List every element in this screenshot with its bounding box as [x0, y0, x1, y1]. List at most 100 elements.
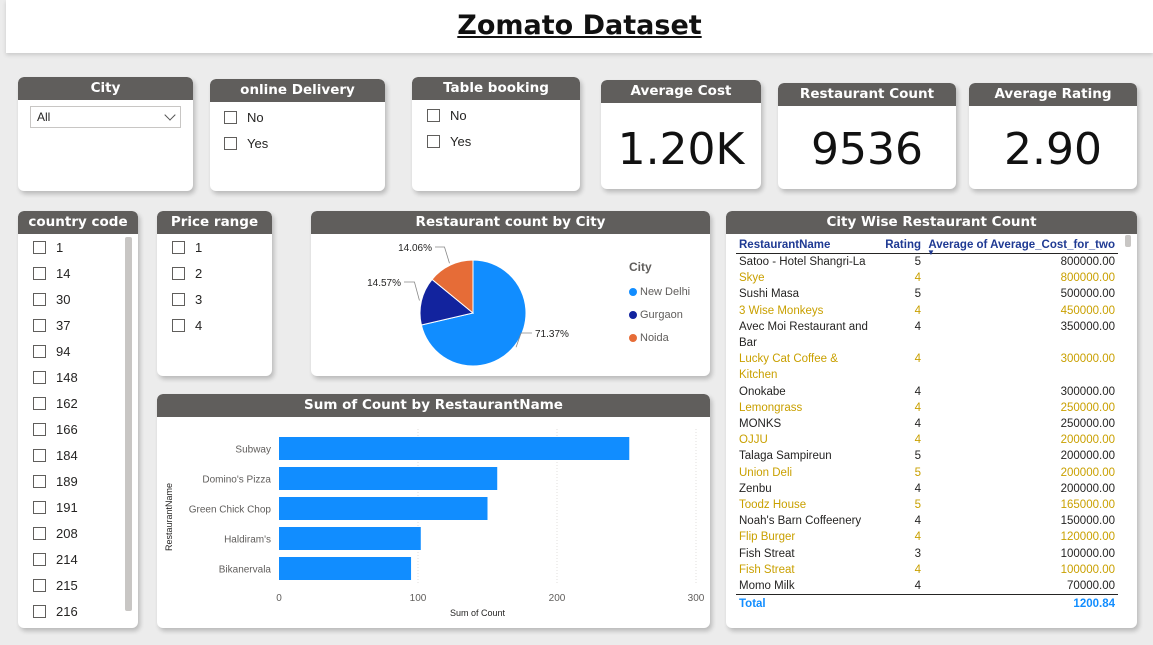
scrollbar[interactable]	[125, 237, 132, 611]
checkbox[interactable]	[224, 136, 237, 150]
legend-item[interactable]: Gurgaon	[629, 303, 690, 326]
country-code-option[interactable]: 184	[33, 442, 138, 468]
table-row[interactable]: Noah's Barn Coffeenery 4 150000.00	[736, 513, 1118, 529]
table-row[interactable]: OJJU 4 200000.00	[736, 432, 1118, 448]
price-range-option[interactable]: 1	[172, 234, 272, 260]
checkbox[interactable]	[33, 552, 46, 566]
checkbox[interactable]	[33, 396, 46, 410]
table-row[interactable]: Lemongrass 4 250000.00	[736, 400, 1118, 416]
cell-avg-cost: 500000.00	[1060, 288, 1115, 301]
country-code-option[interactable]: 37	[33, 312, 138, 338]
checkbox[interactable]	[33, 370, 46, 384]
checkbox[interactable]	[33, 604, 46, 618]
bar[interactable]	[279, 557, 412, 580]
legend-item[interactable]: New Delhi	[629, 280, 690, 303]
checkbox[interactable]	[33, 240, 46, 254]
cell-restaurant-name: Toodz House	[739, 499, 807, 512]
kpi-value: 2.90	[1004, 124, 1102, 175]
country-code-option[interactable]: 216	[33, 598, 138, 624]
price-range-option[interactable]: 4	[172, 312, 272, 338]
table-row[interactable]: Satoo - Hotel Shangri-La 5 800000.00	[736, 254, 1118, 271]
legend-swatch	[629, 310, 637, 319]
checkbox[interactable]	[33, 292, 46, 306]
country-code-option[interactable]: 189	[33, 468, 138, 494]
checkbox[interactable]	[172, 318, 185, 332]
country-code-option[interactable]: 94	[33, 338, 138, 364]
online-delivery-option[interactable]: Yes	[224, 130, 385, 156]
cell-rating: 4	[914, 272, 921, 285]
table-row[interactable]: Zenbu 4 200000.00	[736, 481, 1118, 497]
country-code-option[interactable]: 1	[33, 234, 138, 260]
table-row[interactable]: Skye 4 800000.00	[736, 270, 1118, 286]
cell-avg-cost: 250000.00	[1060, 401, 1115, 414]
table-row[interactable]: MONKS 4 250000.00	[736, 416, 1118, 432]
table-row[interactable]: Lucky Cat Coffee & Kitchen 4 300000.00	[736, 351, 1118, 383]
pie-slice[interactable]	[431, 259, 474, 315]
country-code-option[interactable]: 191	[33, 494, 138, 520]
checkbox[interactable]	[172, 292, 185, 306]
checkbox[interactable]	[172, 266, 185, 280]
cell-rating: 5	[914, 499, 921, 512]
country-code-option[interactable]: 14	[33, 260, 138, 286]
checkbox[interactable]	[33, 474, 46, 488]
country-code-option[interactable]: 208	[33, 520, 138, 546]
checkbox[interactable]	[33, 500, 46, 514]
checkbox[interactable]	[33, 266, 46, 280]
table-row[interactable]: Talaga Sampireun 5 200000.00	[736, 448, 1118, 464]
checkbox[interactable]	[33, 526, 46, 540]
table-row[interactable]: Fish Streat 3 100000.00	[736, 546, 1118, 562]
checkbox[interactable]	[427, 108, 440, 122]
table-row[interactable]: Avec Moi Restaurant and Bar 4 350000.00	[736, 319, 1118, 351]
table-row[interactable]: Fish Streat 4 100000.00	[736, 562, 1118, 578]
table-booking-option[interactable]: Yes	[427, 128, 580, 154]
country-code-option[interactable]: 30	[33, 286, 138, 312]
cell-rating: 5	[914, 256, 921, 268]
column-header-restaurant[interactable]: RestaurantName	[736, 237, 874, 254]
cell-restaurant-name: Union Deli	[739, 466, 793, 479]
checkbox[interactable]	[33, 578, 46, 592]
country-code-option[interactable]: 162	[33, 390, 138, 416]
cell-avg-cost: 100000.00	[1060, 547, 1115, 560]
table-booking-slicer: Table booking No Yes	[412, 77, 580, 191]
scrollbar[interactable]	[1125, 235, 1131, 247]
country-code-option[interactable]: 215	[33, 572, 138, 598]
checkbox[interactable]	[33, 344, 46, 358]
price-range-option[interactable]: 3	[172, 286, 272, 312]
checkbox[interactable]	[172, 240, 185, 254]
checkbox[interactable]	[33, 318, 46, 332]
checkbox[interactable]	[33, 448, 46, 462]
country-code-option[interactable]: 148	[33, 364, 138, 390]
price-range-option[interactable]: 2	[172, 260, 272, 286]
cell-restaurant-name: Skye	[739, 272, 765, 285]
table-row[interactable]: Union Deli 5 200000.00	[736, 465, 1118, 481]
legend-item[interactable]: Noida	[629, 326, 690, 349]
bar[interactable]	[279, 437, 630, 460]
country-code-option[interactable]: 166	[33, 416, 138, 442]
sort-desc-icon: ▼	[927, 248, 935, 257]
city-dropdown[interactable]: All	[30, 106, 181, 128]
column-header-rating[interactable]: Rating	[874, 237, 924, 254]
country-code-option[interactable]: 214	[33, 546, 138, 572]
checkbox[interactable]	[224, 110, 237, 124]
table-booking-option[interactable]: No	[427, 102, 580, 128]
column-header-avg-cost[interactable]: Average of Average_Cost_for_two ▼	[924, 237, 1118, 257]
table-row[interactable]: 3 Wise Monkeys 4 450000.00	[736, 303, 1118, 319]
table-row[interactable]: Flip Burger 4 120000.00	[736, 529, 1118, 545]
bar[interactable]	[279, 467, 498, 490]
bar-chart-card: Sum of Count by RestaurantName 0 100 200 30…	[157, 394, 710, 628]
table-row[interactable]: Sushi Masa 5 500000.00	[736, 286, 1118, 302]
total-label: Total	[736, 594, 874, 613]
bar[interactable]	[279, 497, 488, 520]
total-value: 1200.84	[924, 594, 1118, 613]
cell-restaurant-name: MONKS	[739, 418, 782, 431]
online-delivery-option[interactable]: No	[224, 104, 385, 130]
table-row[interactable]: Toodz House 5 165000.00	[736, 497, 1118, 513]
table-card: City Wise Restaurant Count RestaurantNam…	[726, 211, 1137, 628]
table-row[interactable]: Momo Milk 4 70000.00	[736, 578, 1118, 595]
cell-rating: 3	[914, 547, 921, 560]
checkbox[interactable]	[33, 422, 46, 436]
cell-restaurant-name: Lucky Cat Coffee & Kitchen	[739, 353, 838, 382]
table-row[interactable]: Onokabe 4 300000.00	[736, 384, 1118, 400]
bar[interactable]	[279, 527, 421, 550]
checkbox[interactable]	[427, 134, 440, 148]
